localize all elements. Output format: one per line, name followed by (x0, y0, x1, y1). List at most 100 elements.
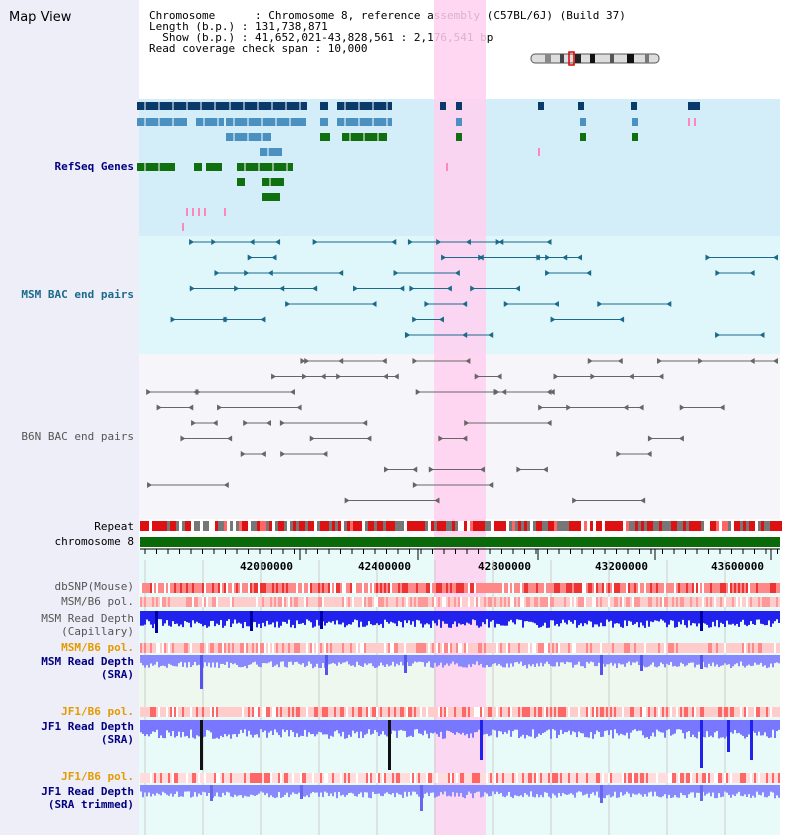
depth-bar (262, 720, 264, 733)
repeat-segment (314, 521, 317, 531)
depth-bar (550, 785, 552, 799)
polymorphism-segment (438, 707, 440, 717)
polymorphism-segment (540, 597, 542, 607)
polymorphism-segment (510, 583, 512, 593)
depth-bar (184, 785, 186, 792)
depth-bar (480, 655, 482, 664)
bac-end-marker (344, 497, 350, 504)
depth-bar (356, 720, 358, 732)
polymorphism-segment (754, 773, 756, 783)
chromosome-ideogram[interactable] (530, 51, 660, 66)
depth-bar (212, 720, 214, 739)
polymorphism-segment (548, 643, 550, 653)
depth-bar (474, 785, 476, 794)
polymorphism-segment (274, 597, 276, 607)
variant-depth-tracks[interactable] (140, 583, 780, 811)
depth-bar (458, 785, 460, 797)
depth-bar (188, 720, 190, 739)
polymorphism-segment (638, 643, 640, 653)
polymorphism-segment (308, 583, 310, 593)
polymorphism-segment (664, 643, 666, 653)
polymorphism-segment (600, 773, 602, 783)
polymorphism-segment (164, 597, 166, 607)
depth-bar (604, 785, 606, 799)
polymorphism-segment (528, 707, 530, 717)
polymorphism-segment (376, 707, 378, 717)
msm-bac-track[interactable] (170, 239, 778, 338)
polymorphism-segment (604, 707, 606, 717)
polymorphism-segment (188, 597, 190, 607)
polymorphism-segment (674, 773, 676, 783)
depth-bar (514, 720, 516, 730)
polymorphism-segment (302, 643, 304, 653)
depth-bar (776, 785, 778, 796)
gene-feature (262, 193, 280, 201)
gene-feature (320, 118, 328, 126)
gene-feature (262, 178, 284, 186)
polymorphism-segment (380, 773, 382, 783)
polymorphism-segment (744, 597, 746, 607)
depth-bar (556, 720, 558, 739)
polymorphism-segment (316, 773, 318, 783)
polymorphism-segment (276, 773, 278, 783)
depth-bar (624, 720, 626, 736)
polymorphism-segment (440, 643, 442, 653)
depth-bar (378, 785, 380, 794)
polymorphism-segment (164, 707, 166, 717)
repeat-segment (275, 521, 278, 531)
repeat-segment (533, 521, 536, 531)
bac-end-marker (407, 239, 413, 245)
polymorphism-segment (374, 597, 376, 607)
depth-bar (172, 720, 174, 731)
polymorphism-segment (288, 597, 290, 607)
polymorphism-segment (598, 597, 600, 607)
refseq-track[interactable] (137, 102, 700, 231)
polymorphism-segment (644, 597, 646, 607)
bac-end-marker (715, 270, 721, 276)
polymorphism-segment (516, 707, 518, 717)
polymorphism-segment (188, 583, 190, 593)
repeat-segment (179, 521, 182, 531)
repeat-segment (164, 521, 167, 531)
polymorphism-segment (200, 583, 202, 593)
polymorphism-segment (256, 583, 258, 593)
polymorphism-segment (706, 773, 708, 783)
b6n-bac-track[interactable] (146, 358, 778, 504)
polymorphism-segment (596, 597, 598, 607)
polymorphism-segment (278, 583, 280, 593)
polymorphism-segment (144, 707, 146, 717)
polymorphism-segment (688, 707, 690, 717)
depth-bar (338, 785, 340, 793)
polymorphism-segment (428, 643, 430, 653)
polymorphism-segment (232, 597, 234, 607)
polymorphism-segment (356, 583, 358, 593)
polymorphism-segment (508, 583, 510, 593)
depth-bar (492, 720, 494, 730)
repeat-segment (470, 521, 473, 531)
bac-end-marker (312, 239, 318, 245)
depth-bar (618, 611, 620, 624)
depth-bar (574, 611, 576, 621)
polymorphism-segment (390, 597, 392, 607)
depth-bar (508, 785, 510, 792)
repeat-track[interactable] (140, 521, 782, 531)
polymorphism-segment (474, 643, 476, 653)
depth-bar (174, 720, 176, 738)
depth-bar (242, 611, 244, 629)
polymorphism-segment (410, 597, 412, 607)
depth-bar (278, 655, 280, 668)
depth-spike (700, 720, 703, 768)
polymorphism-segment (722, 597, 724, 607)
polymorphism-segment (240, 707, 242, 717)
depth-bar (554, 655, 556, 667)
depth-bar (344, 611, 346, 628)
polymorphism-segment (590, 597, 592, 607)
polymorphism-segment (508, 597, 510, 607)
polymorphism-segment (330, 583, 332, 593)
polymorphism-segment (380, 643, 382, 653)
depth-bar (534, 611, 536, 624)
depth-bar (380, 611, 382, 624)
polymorphism-segment (670, 643, 672, 653)
depth-bar (542, 611, 544, 626)
